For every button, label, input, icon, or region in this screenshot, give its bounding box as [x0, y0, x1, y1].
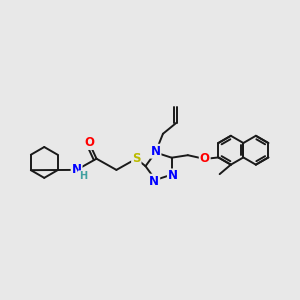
Text: N: N: [151, 145, 160, 158]
Text: H: H: [79, 171, 87, 181]
Text: N: N: [168, 169, 178, 182]
Text: O: O: [200, 152, 210, 165]
Text: O: O: [84, 136, 94, 149]
Text: S: S: [132, 152, 141, 165]
Text: N: N: [72, 164, 82, 176]
Text: N: N: [149, 175, 159, 188]
